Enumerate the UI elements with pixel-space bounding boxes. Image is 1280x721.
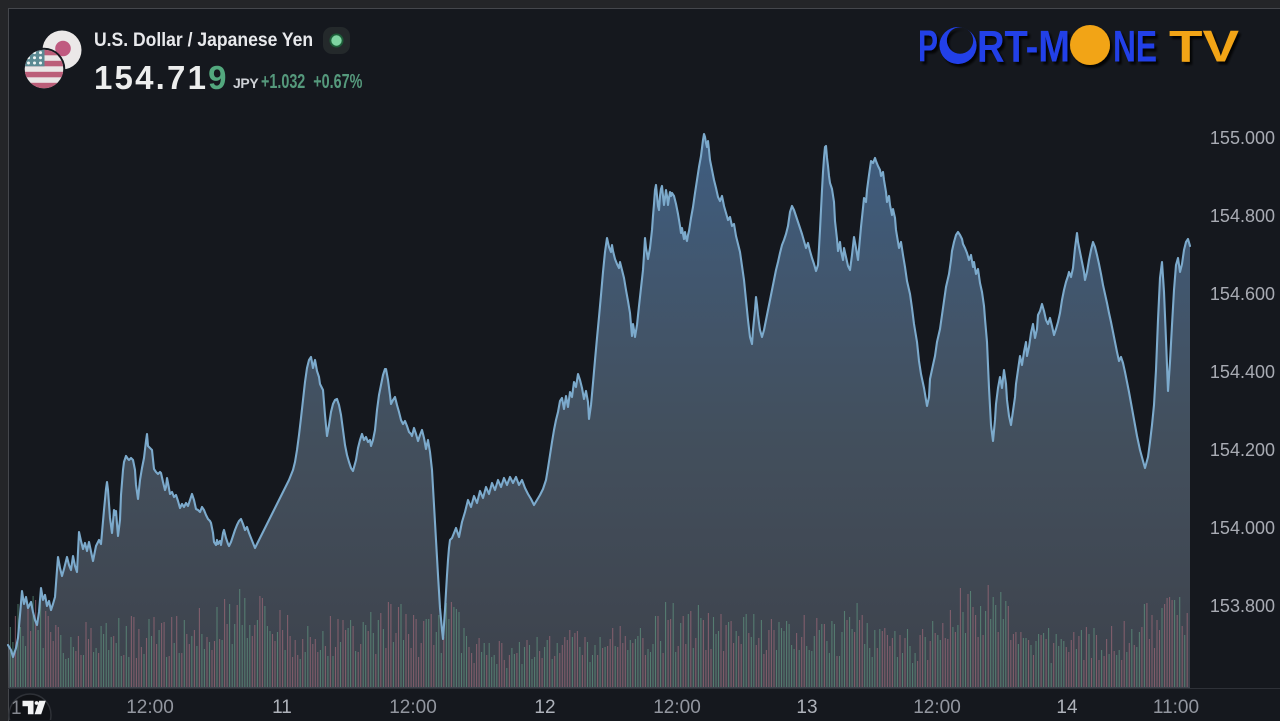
svg-text:P: P: [918, 23, 938, 72]
svg-text:TV: TV: [1169, 23, 1239, 72]
svg-text:RT-M: RT-M: [977, 23, 1070, 72]
svg-text:NE: NE: [1113, 23, 1157, 72]
svg-text:1: 1: [11, 698, 22, 719]
